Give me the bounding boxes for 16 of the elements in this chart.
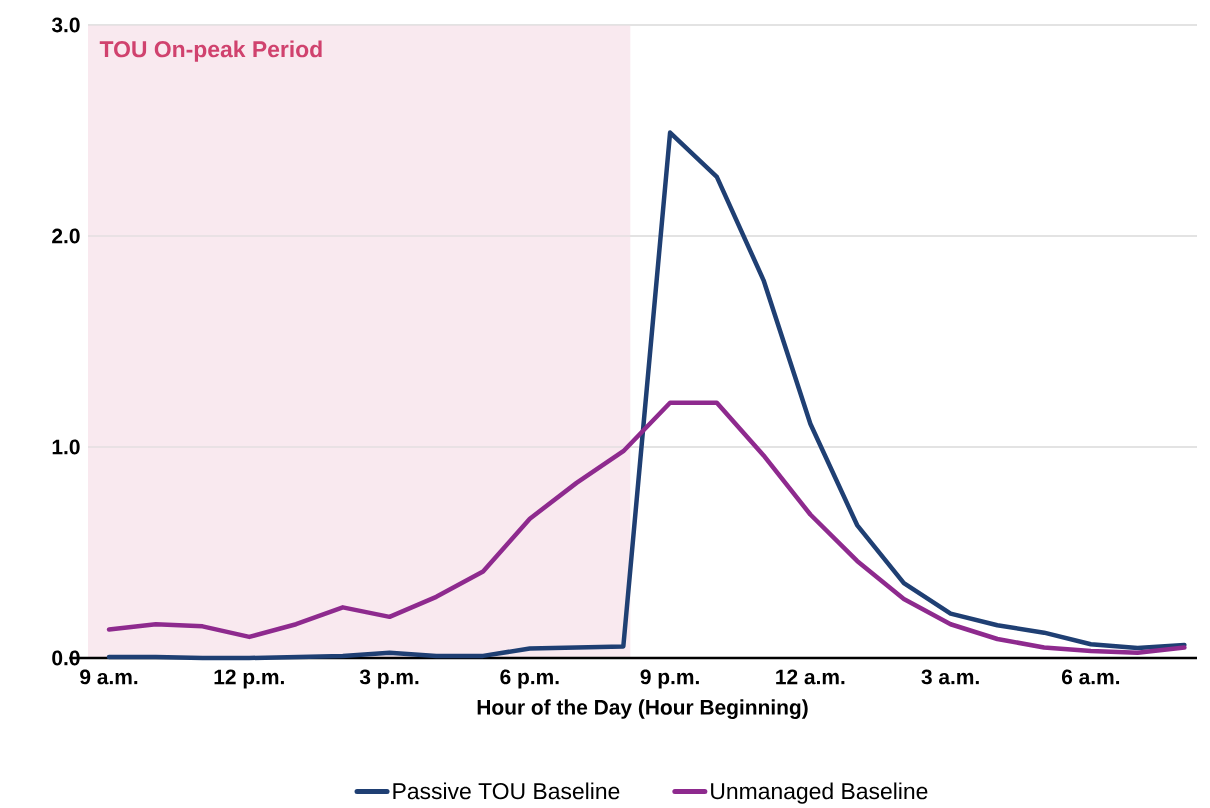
x-tick-label: 3 p.m. (359, 669, 419, 689)
x-tick-label: 6 a.m. (1061, 669, 1120, 685)
x-axis-title: Hour of the Day (Hour Beginning) (477, 699, 808, 719)
x-tick-label: 12 a.m. (776, 669, 845, 685)
y-tick-label: 3.0 (51, 17, 80, 33)
x-tick-label: 3 a.m. (921, 669, 979, 685)
x-tick-label: 12 p.m. (214, 669, 284, 689)
y-tick-label: 1.0 (52, 439, 80, 455)
legend-label: Unmanaged Baseline (711, 782, 928, 804)
x-tick-label: 9 p.m. (640, 669, 699, 689)
legend-label: Passive TOU Baseline (393, 782, 620, 800)
x-tick-label: 6 p.m. (500, 669, 559, 689)
x-tick-label: 9 a.m. (80, 669, 138, 685)
y-tick-label: 2.0 (52, 228, 80, 244)
line-series (106, 400, 1187, 655)
annotation: TOU On-peak Period (99, 40, 322, 62)
